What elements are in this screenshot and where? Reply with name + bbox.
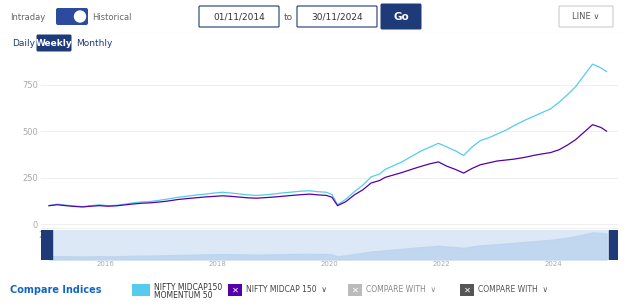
Text: to: to xyxy=(283,13,293,21)
Bar xyxy=(460,284,474,296)
Circle shape xyxy=(74,11,85,22)
FancyBboxPatch shape xyxy=(559,6,613,27)
Text: ◀: ◀ xyxy=(44,263,49,269)
Text: Weekly: Weekly xyxy=(36,38,72,48)
FancyBboxPatch shape xyxy=(199,6,279,27)
Text: Go: Go xyxy=(393,12,409,21)
Bar xyxy=(41,230,52,260)
Text: LINE ∨: LINE ∨ xyxy=(572,12,600,21)
FancyBboxPatch shape xyxy=(56,8,88,25)
Bar xyxy=(132,284,150,296)
FancyBboxPatch shape xyxy=(36,34,72,52)
FancyBboxPatch shape xyxy=(381,3,421,30)
Text: Daily: Daily xyxy=(12,38,35,48)
FancyBboxPatch shape xyxy=(297,6,377,27)
Text: COMPARE WITH  ∨: COMPARE WITH ∨ xyxy=(478,285,548,294)
Text: ✕: ✕ xyxy=(232,285,238,294)
Text: ▶: ▶ xyxy=(610,263,615,269)
Bar xyxy=(610,230,618,260)
Text: MOMENTUM 50: MOMENTUM 50 xyxy=(154,291,213,300)
Text: NIFTY MIDCAP150: NIFTY MIDCAP150 xyxy=(154,283,222,292)
Text: COMPARE WITH  ∨: COMPARE WITH ∨ xyxy=(366,285,436,294)
Text: NIFTY MIDCAP 150  ∨: NIFTY MIDCAP 150 ∨ xyxy=(246,285,327,294)
Text: ✕: ✕ xyxy=(351,285,359,294)
Bar xyxy=(348,284,362,296)
Text: 01/11/2014: 01/11/2014 xyxy=(213,12,265,21)
Text: Historical: Historical xyxy=(92,13,132,21)
Text: Monthly: Monthly xyxy=(76,38,112,48)
Text: 30/11/2024: 30/11/2024 xyxy=(311,12,363,21)
Text: ✕: ✕ xyxy=(464,285,470,294)
Text: Compare Indices: Compare Indices xyxy=(10,285,102,295)
Text: Intraday: Intraday xyxy=(10,13,46,21)
Bar xyxy=(228,284,242,296)
